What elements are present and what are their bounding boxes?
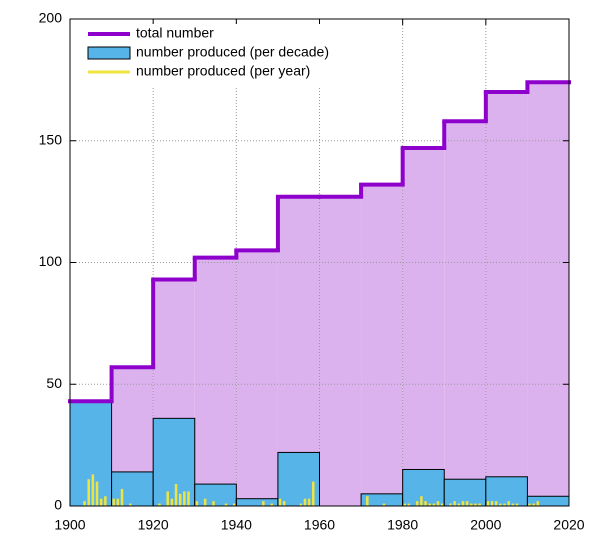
year-bar: [95, 481, 99, 506]
legend-label: number produced (per year): [136, 63, 310, 79]
year-bar: [449, 503, 452, 506]
y-tick-label: 0: [54, 497, 62, 513]
year-bar: [270, 503, 273, 506]
year-bar: [528, 503, 531, 506]
year-bar: [432, 503, 436, 506]
x-tick-label: 1900: [54, 517, 85, 533]
decade-bar: [402, 468, 445, 507]
legend-label: number produced (per decade): [136, 44, 329, 60]
total-area: [485, 92, 528, 507]
year-bar: [112, 498, 115, 506]
decade-bar: [194, 483, 237, 507]
year-bar: [129, 503, 132, 506]
year-bar: [415, 501, 419, 506]
x-tick-label: 1920: [138, 517, 169, 533]
year-bar: [507, 501, 510, 506]
year-bar: [503, 503, 506, 506]
year-bar: [453, 501, 456, 506]
year-bar: [366, 496, 369, 506]
year-bar: [183, 491, 186, 506]
year-bar: [178, 493, 182, 506]
year-bar: [116, 498, 120, 506]
year-bar: [474, 503, 477, 506]
year-bar: [99, 498, 103, 506]
x-tick-label: 1940: [221, 517, 252, 533]
y-tick-label: 150: [39, 131, 63, 147]
year-bar: [212, 501, 215, 506]
year-bar: [299, 503, 303, 506]
year-bar: [428, 503, 431, 506]
year-bar: [195, 501, 199, 506]
decade-bar: [69, 400, 113, 507]
legend-swatch: [87, 46, 131, 60]
year-bar: [307, 498, 311, 506]
total-area: [319, 196, 362, 506]
year-bar: [158, 503, 161, 506]
year-bar: [91, 474, 95, 506]
year-bar: [303, 498, 307, 506]
year-bar: [233, 503, 236, 506]
year-bar: [436, 501, 440, 506]
year-bar: [465, 501, 469, 506]
total-area: [402, 148, 445, 506]
y-tick-label: 200: [39, 10, 63, 26]
year-bar: [486, 501, 490, 506]
total-area: [236, 250, 278, 506]
year-bar: [536, 501, 540, 506]
year-bar: [440, 503, 444, 506]
y-tick-label: 100: [39, 253, 63, 269]
year-bar: [174, 484, 178, 506]
year-bar: [494, 501, 498, 506]
year-bar: [490, 501, 494, 506]
x-tick-label: 1960: [304, 517, 335, 533]
year-bar: [461, 501, 465, 506]
year-bar: [278, 498, 282, 506]
year-bar: [515, 503, 519, 506]
total-area: [527, 82, 569, 506]
year-bar: [407, 503, 411, 506]
x-tick-label: 2020: [553, 517, 584, 533]
year-bar: [104, 496, 107, 506]
year-bar: [170, 498, 174, 506]
year-bar: [420, 496, 423, 506]
year-bar: [457, 503, 461, 506]
decade-bar: [443, 478, 487, 507]
year-bar: [120, 488, 124, 506]
year-bar: [224, 503, 228, 506]
total-area: [361, 184, 403, 506]
year-bar: [470, 503, 473, 506]
legend-box: [82, 24, 382, 88]
year-bar: [83, 501, 86, 506]
year-bar: [312, 481, 315, 506]
y-tick-label: 50: [46, 375, 62, 391]
year-bar: [478, 503, 481, 506]
year-bar: [203, 498, 207, 506]
year-bar: [262, 501, 265, 506]
x-tick-label: 1980: [387, 517, 418, 533]
legend-label: total number: [136, 25, 214, 41]
year-bar: [424, 501, 427, 506]
total-area: [444, 121, 486, 507]
total-area: [194, 257, 237, 506]
year-bar: [511, 503, 515, 506]
year-bar: [187, 491, 190, 506]
year-bar: [282, 501, 286, 506]
year-bar: [499, 503, 502, 506]
year-bar: [382, 503, 386, 506]
year-bar: [403, 503, 406, 506]
year-bar: [166, 491, 169, 506]
x-tick-label: 2000: [470, 517, 501, 533]
year-bar: [532, 503, 535, 506]
year-bar: [87, 479, 90, 506]
